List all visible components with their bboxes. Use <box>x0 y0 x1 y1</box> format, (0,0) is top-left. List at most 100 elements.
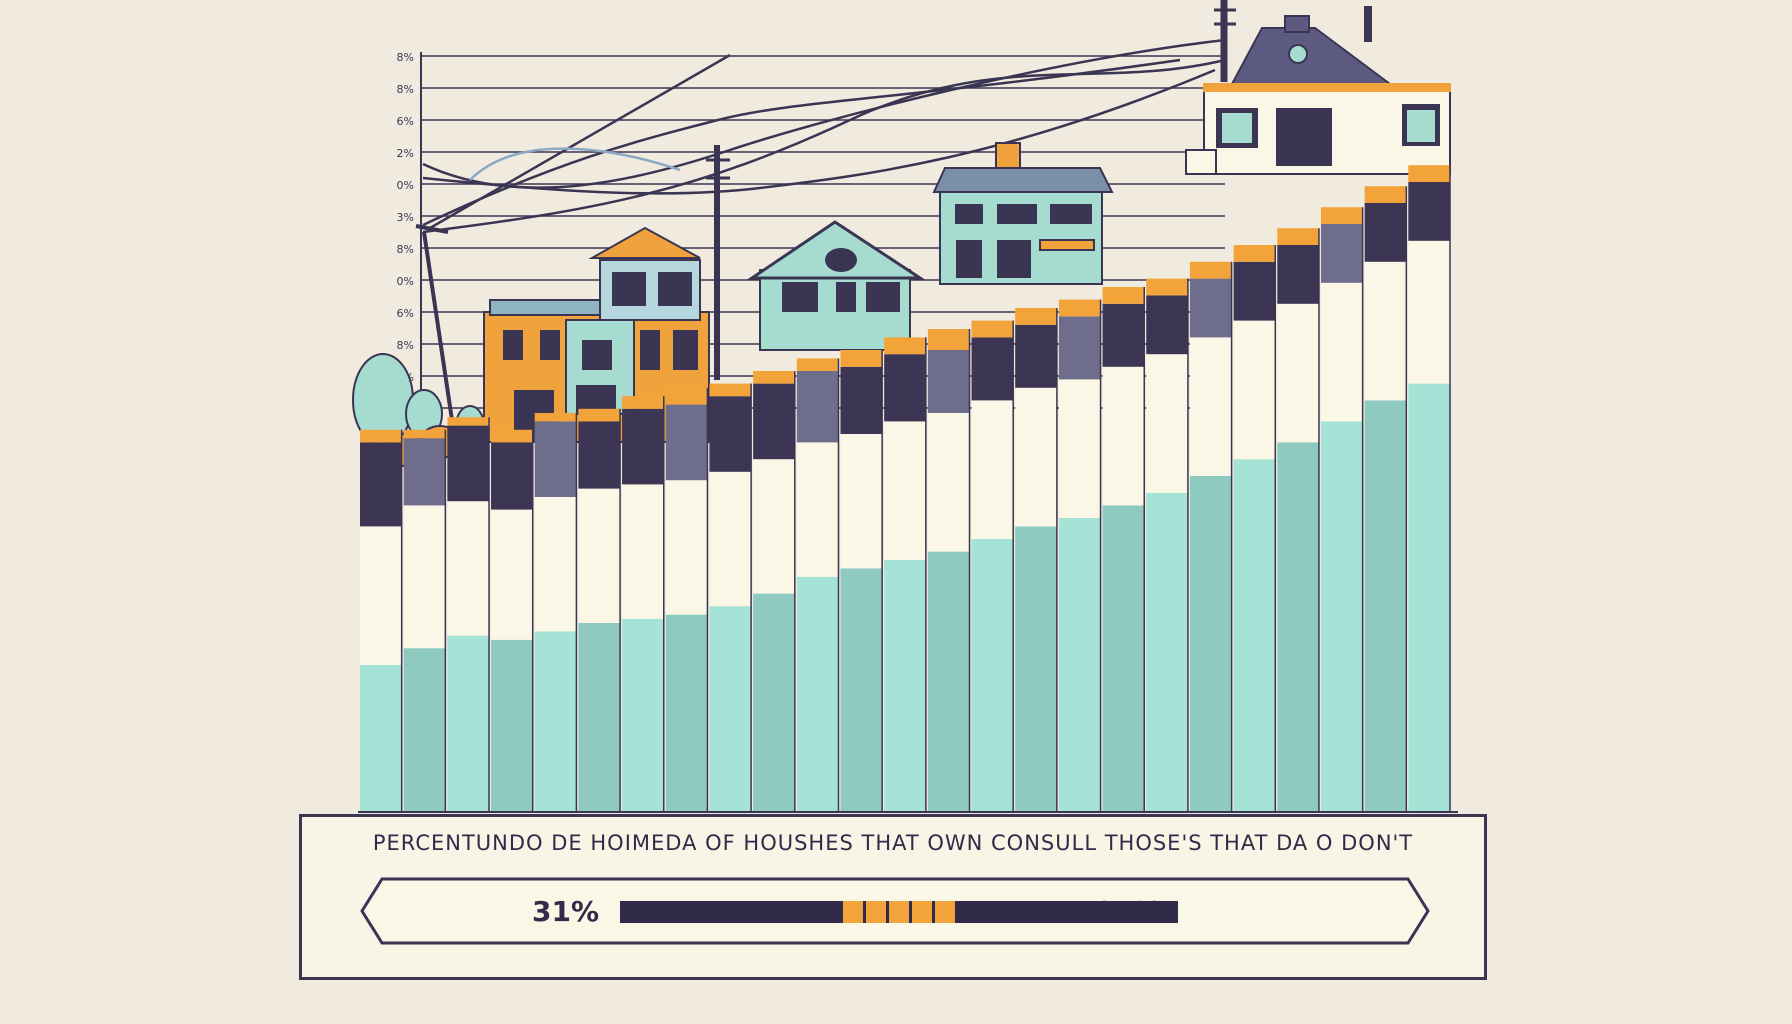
bar-segment-mint <box>753 593 795 812</box>
y-tick-label: 0% <box>397 275 414 288</box>
y-tick-label: 0% <box>397 179 414 192</box>
progress-segment <box>843 901 864 923</box>
bar-segment-mint <box>927 551 970 812</box>
y-tick-label: 8% <box>397 51 414 64</box>
bar-segment-dark <box>622 408 664 485</box>
bar-segment-tip <box>927 329 970 350</box>
stacked-bar <box>884 337 927 812</box>
bar-segment-cream <box>840 434 883 569</box>
bar-segment-mint <box>796 576 839 812</box>
stacked-bar <box>927 329 971 812</box>
bar-segment-cream <box>1015 387 1057 527</box>
bar-segment-cream <box>491 509 533 640</box>
bar-segment-tip <box>753 371 795 384</box>
bar-segment-dark <box>1189 278 1232 338</box>
bar-segment-cream <box>1058 379 1101 518</box>
comparison-progress-bar <box>620 901 1178 923</box>
bar-segment-cream <box>1277 303 1319 443</box>
progress-segment <box>866 901 887 923</box>
progress-segment <box>889 901 909 923</box>
bar-segment-cream <box>1233 320 1276 460</box>
bar-segment-mint <box>403 648 446 812</box>
bar-segment-mint <box>622 618 664 812</box>
bar-segment-cream <box>403 505 446 649</box>
bar-segment-mint <box>1364 400 1407 812</box>
stacked-bar <box>1102 287 1145 812</box>
stacked-bar <box>665 387 709 812</box>
bar-segment-mint <box>1320 421 1363 812</box>
stacked-bar <box>796 358 840 812</box>
bar-segment-mint <box>578 623 621 812</box>
bar-segment-mint <box>360 665 402 812</box>
stacked-bar <box>447 417 490 812</box>
bar-segment-cream <box>1102 366 1145 506</box>
bar-segment-mint <box>1146 492 1188 812</box>
bar-segment-dark <box>491 442 533 510</box>
y-tick-label: 6% <box>397 115 414 128</box>
bar-segment-cream <box>796 442 839 577</box>
bar-segment-cream <box>927 413 970 552</box>
bar-segment-cream <box>1189 337 1232 476</box>
stacked-bar <box>578 408 621 812</box>
bar-segment-mint <box>1408 383 1450 812</box>
progress-segment <box>911 901 932 923</box>
bar-segment-dark <box>447 425 490 502</box>
bar-segment-mint <box>971 539 1014 812</box>
utility-pole-center-icon <box>706 145 730 380</box>
stacked-bar <box>534 413 578 812</box>
bar-segment-mint <box>491 639 533 812</box>
bar-segment-mint <box>884 560 926 812</box>
stacked-bar <box>403 429 447 812</box>
bar-segment-cream <box>971 400 1014 539</box>
stacked-bar <box>1277 228 1320 812</box>
bar-segment-tip <box>1233 245 1276 262</box>
bar-segment-tip <box>840 350 883 367</box>
bar-segment-dark <box>840 366 883 434</box>
stacked-bar <box>709 383 752 812</box>
progress-fill <box>843 901 955 923</box>
bar-segment-mint <box>840 568 883 812</box>
bar-segment-cream <box>1408 240 1450 384</box>
bar-segment-dark <box>1364 203 1407 262</box>
stacked-bar <box>1320 207 1364 812</box>
bar-segment-dark <box>1408 182 1450 241</box>
bar-segment-dark <box>403 438 446 506</box>
y-tick-label: 8% <box>397 83 414 96</box>
bar-segment-tip <box>1277 228 1319 245</box>
stacked-bars <box>360 165 1451 812</box>
bar-segment-mint <box>1233 459 1276 812</box>
house-green-icon <box>932 142 1114 285</box>
bar-segment-tip <box>665 387 708 405</box>
stacked-bar <box>622 396 665 812</box>
bar-segment-tip <box>1189 261 1232 279</box>
bar-segment-cream <box>1146 354 1188 493</box>
bar-segment-tip <box>971 320 1014 338</box>
stacked-bar <box>753 371 796 812</box>
bar-segment-tip <box>796 358 839 371</box>
bar-segment-dark <box>1058 316 1101 380</box>
bar-segment-dark <box>927 350 970 413</box>
progress-segment <box>934 901 955 923</box>
stacked-bar <box>1015 308 1058 812</box>
bar-segment-cream <box>665 480 708 615</box>
bar-segment-dark <box>1277 245 1319 304</box>
bar-segment-cream <box>1320 282 1363 422</box>
bar-segment-mint <box>447 635 490 812</box>
stacked-bar <box>491 429 534 812</box>
bar-segment-cream <box>709 471 752 607</box>
bar-segment-cream <box>884 421 926 560</box>
stacked-bar <box>1408 165 1451 812</box>
bar-segment-tip <box>360 429 402 443</box>
bar-segment-cream <box>578 488 621 623</box>
y-tick-label: 8% <box>397 339 414 352</box>
bar-segment-tip <box>1146 278 1188 296</box>
bar-segment-dark <box>665 404 708 481</box>
stacked-bar <box>1146 278 1189 812</box>
bar-segment-tip <box>1408 165 1450 182</box>
bar-segment-cream <box>1364 261 1407 401</box>
bar-segment-mint <box>1058 518 1101 812</box>
bar-segment-tip <box>1320 207 1363 224</box>
stacked-bar <box>1058 299 1102 812</box>
bar-segment-dark <box>360 442 402 527</box>
bar-segment-tip <box>1364 186 1407 203</box>
